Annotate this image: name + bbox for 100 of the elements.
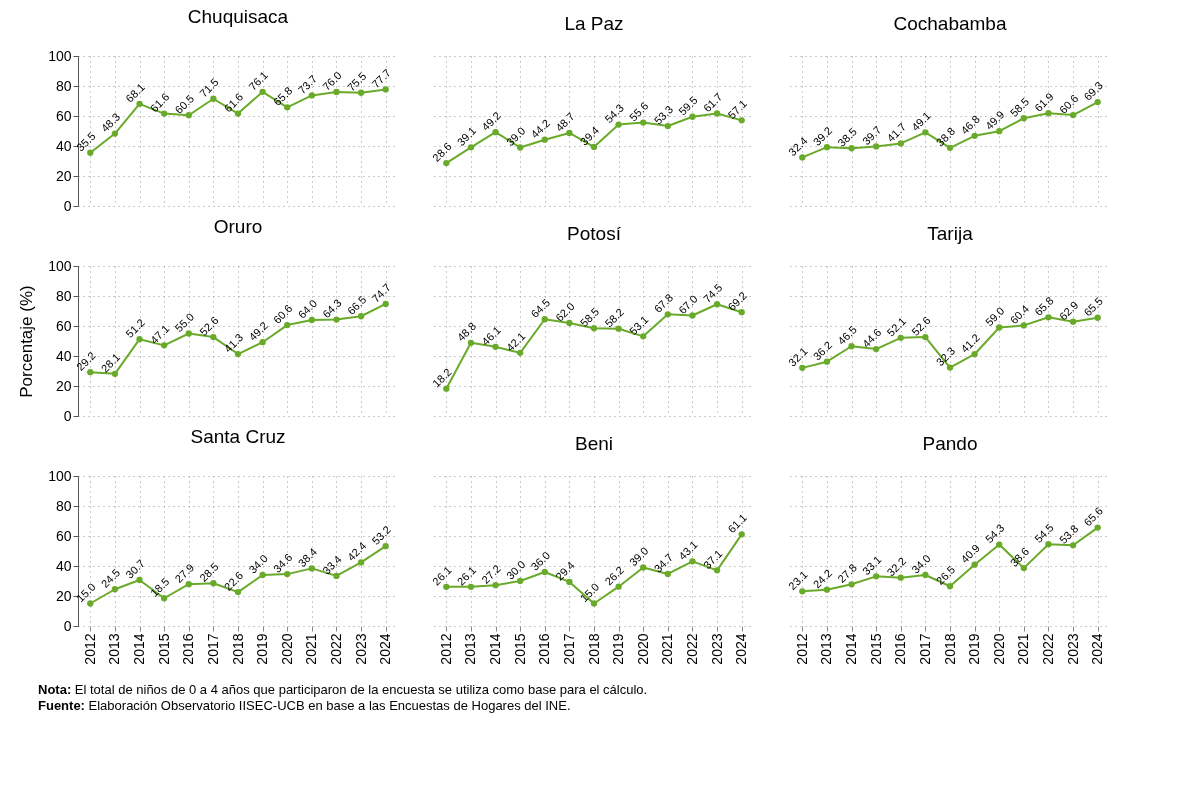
chart-title: Santa Cruz — [190, 426, 286, 447]
y-tick-label: 80 — [55, 287, 72, 304]
x-tick-label: 2014 — [131, 633, 148, 665]
data-label: 62.9 — [1056, 298, 1081, 323]
data-label: 34.0 — [246, 552, 270, 576]
x-tick-label: 2020 — [990, 633, 1007, 665]
y-tick-label: 80 — [55, 77, 72, 94]
y-tick-label: 40 — [55, 557, 72, 574]
data-label: 47.1 — [147, 322, 172, 347]
chart-title: Oruro — [213, 216, 263, 237]
y-tick-label: 100 — [48, 467, 72, 484]
data-label: 67.8 — [651, 291, 676, 316]
data-label: 33.4 — [320, 552, 344, 577]
x-tick-label: 2023 — [352, 633, 369, 665]
chart-title: La Paz — [564, 13, 624, 34]
x-tick-label: 2024 — [377, 633, 394, 665]
y-tick-label: 40 — [55, 137, 72, 154]
x-tick-label: 2016 — [536, 633, 553, 665]
data-label: 65.8 — [270, 84, 295, 109]
data-label: 62.0 — [553, 300, 577, 324]
x-tick-label: 2022 — [683, 633, 700, 665]
x-tick-label: 2018 — [941, 633, 958, 665]
x-tick-label: 2015 — [867, 633, 884, 665]
chart-title: Chuquisaca — [187, 6, 289, 27]
data-label: 52.1 — [884, 314, 909, 339]
source-note: Fuente: Elaboración Observatorio IISEC-UCB en base a las Encuestas de Hogares del INE. — [38, 698, 572, 714]
data-label: 48.3 — [98, 110, 123, 135]
data-label: 36.0 — [528, 549, 553, 573]
x-tick-label: 2018 — [229, 633, 246, 665]
data-label: 49.2 — [246, 319, 270, 343]
y-tick-label: 0 — [63, 617, 72, 634]
x-tick-label: 2014 — [487, 633, 504, 665]
data-label: 57.1 — [725, 97, 750, 122]
x-tick-label: 2013 — [106, 633, 123, 665]
x-tick-label: 2012 — [81, 633, 98, 665]
y-tick-label: 20 — [55, 377, 72, 394]
x-tick-label: 2020 — [278, 633, 295, 665]
data-label: 64.5 — [528, 296, 553, 320]
data-label: 32.1 — [786, 344, 810, 369]
y-tick-label: 60 — [55, 527, 72, 544]
data-label: 46.1 — [479, 323, 503, 348]
data-label: 30.0 — [503, 558, 528, 582]
data-label: 33.1 — [859, 553, 884, 578]
chart-title: Cochabamba — [893, 13, 1007, 34]
x-tick-label: 2012 — [793, 633, 810, 665]
x-tick-label: 2021 — [1015, 633, 1032, 665]
x-tick-label: 2012 — [437, 633, 454, 665]
x-tick-label: 2022 — [1039, 633, 1056, 665]
data-label: 76.0 — [320, 69, 344, 93]
data-label: 74.5 — [700, 281, 725, 305]
y-tick-label: 60 — [55, 317, 72, 334]
x-tick-label: 2024 — [1089, 633, 1106, 665]
data-label: 73.7 — [295, 72, 320, 97]
data-label: 34.0 — [909, 552, 933, 576]
data-label: 76.1 — [246, 68, 270, 93]
data-label: 36.2 — [810, 338, 835, 363]
x-tick-label: 2018 — [585, 633, 602, 665]
x-tick-label: 2015 — [511, 633, 528, 665]
data-label: 38.8 — [933, 124, 958, 149]
data-label: 66.5 — [344, 293, 369, 317]
data-label: 44.2 — [528, 116, 553, 141]
y-tick-label: 20 — [55, 167, 72, 184]
data-label: 49.1 — [909, 109, 933, 134]
x-tick-label: 2019 — [966, 633, 983, 665]
data-label: 32.2 — [884, 554, 909, 579]
data-label: 46.5 — [835, 323, 859, 347]
data-label: 44.6 — [859, 326, 884, 350]
y-tick-label: 100 — [48, 47, 72, 64]
x-tick-label: 2020 — [634, 633, 651, 665]
text: Nota: El total de niños de 0 a 4 años que participaron de la encuesta se utiliza como base para el cálculo. — [38, 682, 649, 698]
y-tick-label: 0 — [63, 197, 72, 214]
x-tick-label: 2017 — [560, 633, 577, 665]
data-label: 64.0 — [295, 297, 320, 321]
y-tick-label: 20 — [55, 587, 72, 604]
data-label: 23.1 — [786, 568, 810, 593]
chart-title: Beni — [574, 433, 614, 454]
data-label: 37.1 — [700, 547, 725, 572]
x-tick-label: 2022 — [327, 633, 344, 665]
data-label: 42.4 — [344, 539, 369, 564]
data-label: 77.7 — [369, 66, 394, 91]
data-label: 49.2 — [479, 109, 503, 133]
y-tick-label: 60 — [55, 107, 72, 124]
data-label: 42.1 — [503, 329, 528, 354]
data-label: 60.6 — [1056, 92, 1081, 116]
data-label: 60.6 — [270, 302, 295, 326]
x-tick-label: 2014 — [843, 633, 860, 665]
x-tick-label: 2019 — [254, 633, 271, 665]
data-label: 41.3 — [221, 331, 246, 355]
x-tick-label: 2019 — [610, 633, 627, 665]
data-label: 41.2 — [958, 331, 982, 355]
chart-title: Tarija — [927, 223, 974, 244]
x-tick-label: 2017 — [204, 633, 221, 665]
x-tick-label: 2016 — [892, 633, 909, 665]
data-label: 49.9 — [982, 108, 1007, 132]
data-label: 40.9 — [958, 541, 982, 566]
y-tick-label: 40 — [55, 347, 72, 364]
chart-title: Pando — [922, 433, 978, 454]
x-tick-label: 2021 — [659, 633, 676, 665]
data-label: 53.3 — [651, 103, 676, 127]
data-label: 69.3 — [1081, 79, 1106, 103]
